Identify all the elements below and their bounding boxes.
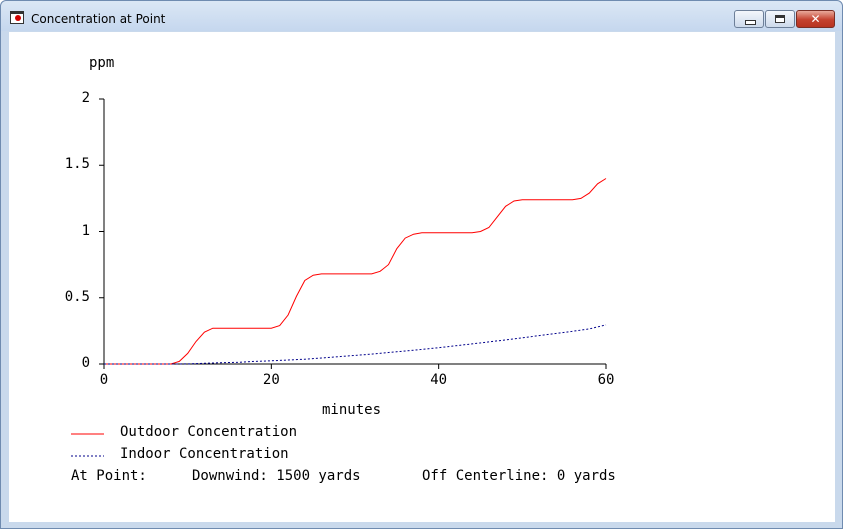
- app-icon-dot: [15, 15, 21, 21]
- info-prefix: At Point:: [71, 468, 147, 484]
- app-icon[interactable]: [10, 11, 24, 24]
- app-icon-bar: [11, 12, 23, 14]
- series-outdoor-line: [104, 178, 607, 365]
- y-axis-label: ppm: [89, 55, 115, 71]
- window-title: Concentration at Point: [31, 12, 166, 26]
- close-button[interactable]: ✕: [796, 10, 835, 28]
- title-bar[interactable]: Concentration at Point ✕: [1, 1, 842, 31]
- info-downwind: Downwind: 1500 yards: [192, 468, 361, 484]
- y-tick-label: 0.5: [64, 288, 90, 305]
- chart-plot: [71, 98, 607, 457]
- chart-area: ppm 0 0.5 1 1.5 2 0 20 40 60 minutes Outdoor Co…: [9, 32, 835, 522]
- x-tick-label: 40: [430, 372, 448, 388]
- x-tick-label: 60: [597, 372, 615, 388]
- maximize-icon: [775, 15, 785, 23]
- minimize-icon: [745, 20, 756, 25]
- y-tick-label: 0: [81, 355, 90, 371]
- x-tick-label: 0: [99, 372, 109, 388]
- y-tick-marks: [99, 98, 104, 365]
- info-off-centerline: Off Centerline: 0 yards: [422, 468, 616, 484]
- series-indoor-line: [104, 324, 607, 365]
- minimize-button[interactable]: [734, 10, 764, 28]
- x-axis-label: minutes: [322, 402, 382, 418]
- y-tick-label: 2: [81, 90, 90, 106]
- series-group: [104, 178, 607, 365]
- legend-outdoor-label: Outdoor Concentration: [120, 424, 298, 440]
- close-icon: ✕: [810, 12, 821, 26]
- legend-indoor-label: Indoor Concentration: [120, 446, 289, 462]
- y-tick-label: 1: [81, 222, 90, 239]
- x-tick-label: 20: [262, 372, 280, 388]
- y-tick-label: 1.5: [64, 156, 90, 173]
- x-tick-marks: [103, 364, 607, 369]
- maximize-button[interactable]: [765, 10, 795, 28]
